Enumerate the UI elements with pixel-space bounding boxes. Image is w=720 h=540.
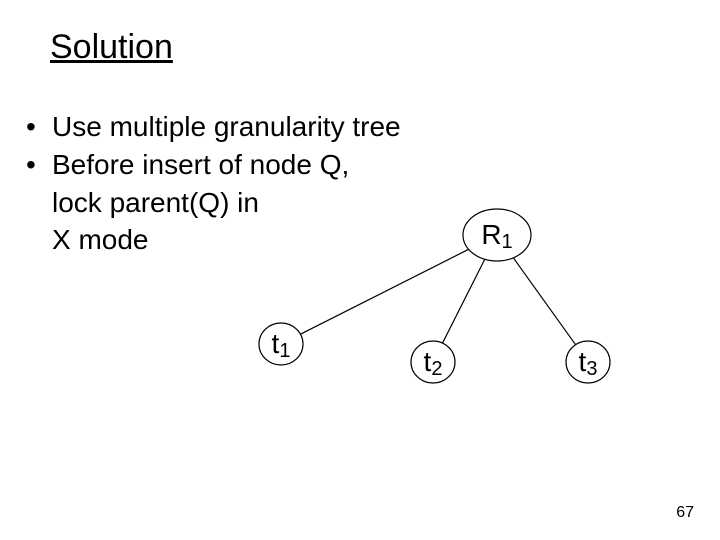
page-number: 67 bbox=[676, 504, 694, 522]
tree-node-t1: t1 bbox=[259, 323, 303, 365]
slide-root: Solution • Use multiple granularity tree… bbox=[0, 0, 720, 540]
slide-heading: Solution bbox=[50, 28, 173, 67]
tree-node-label: t3 bbox=[579, 346, 598, 380]
bullet-1: • Use multiple granularity tree bbox=[26, 108, 401, 146]
bullet-2: • Before insert of node Q, bbox=[26, 146, 401, 184]
bullet-2-line3: X mode bbox=[52, 221, 401, 259]
bullet-2-text: Before insert of node Q, bbox=[52, 146, 349, 184]
tree-node-label: t2 bbox=[424, 346, 443, 380]
bullet-2-line2: lock parent(Q) in bbox=[52, 184, 401, 222]
tree-node-t3: t3 bbox=[566, 341, 610, 383]
tree-node-R1: R1 bbox=[463, 209, 531, 261]
bullet-dot-icon: • bbox=[26, 146, 52, 184]
bullet-dot-icon: • bbox=[26, 108, 52, 146]
tree-edges bbox=[300, 249, 575, 344]
tree-edge bbox=[513, 258, 575, 345]
tree-node-label: R1 bbox=[481, 219, 512, 253]
bullet-list: • Use multiple granularity tree • Before… bbox=[26, 108, 401, 259]
tree-diagram: R1 t1 t2 t3 bbox=[0, 0, 720, 540]
tree-node-label: t1 bbox=[272, 328, 291, 362]
tree-edge bbox=[300, 249, 468, 334]
bullet-1-text: Use multiple granularity tree bbox=[52, 108, 401, 146]
tree-edge bbox=[443, 259, 485, 343]
tree-node-t2: t2 bbox=[411, 341, 455, 383]
